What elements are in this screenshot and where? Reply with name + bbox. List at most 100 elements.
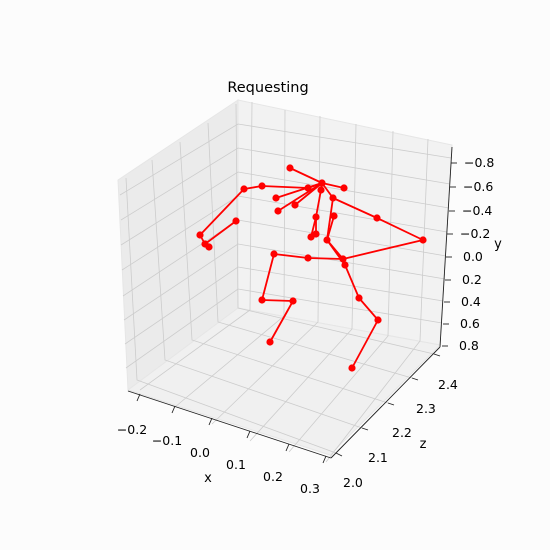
grid-line — [151, 159, 363, 429]
grid-line — [125, 288, 443, 369]
skeleton-bone — [332, 197, 378, 219]
pane-back — [237, 99, 453, 346]
skeleton-joint-point — [318, 179, 326, 187]
skeleton-bone — [307, 257, 344, 260]
skeleton-bone — [273, 253, 309, 259]
grid-line — [120, 147, 451, 221]
skeleton-bone — [261, 185, 309, 189]
y-tick-label: −0.6 — [463, 179, 493, 194]
y-tick-label: −0.4 — [462, 203, 492, 218]
x-tick-labels: −0.2 −0.1 0.0 0.1 0.2 0.3 — [117, 422, 320, 496]
y-axis-label: y — [494, 237, 502, 252]
skeleton-joint-point — [307, 233, 315, 241]
x-tick-label: −0.1 — [152, 433, 182, 448]
skeleton-joint-point — [196, 231, 204, 239]
tick-mark — [208, 417, 213, 426]
skeleton-joint-point — [270, 250, 278, 258]
y-tick-label: −0.2 — [460, 226, 490, 241]
skeleton-joint-point — [266, 338, 274, 346]
y-axis-line — [439, 146, 453, 348]
y-tick-labels: −0.8 −0.6 −0.4 −0.2 0.0 0.2 0.4 0.6 0.8 — [459, 155, 494, 353]
skeleton-bone — [342, 239, 424, 260]
skeleton-joint-point — [419, 236, 427, 244]
skeleton-bone — [277, 182, 323, 212]
x-tick-label: 0.1 — [226, 457, 246, 472]
skeleton-joints — [196, 164, 427, 372]
y-tick-label: 0.4 — [461, 294, 481, 309]
skeleton-bone — [269, 300, 294, 343]
skeleton-bone — [261, 299, 294, 302]
skeleton-joint-point — [272, 194, 280, 202]
skeleton-joint-point — [205, 243, 213, 251]
skeleton-bone — [326, 197, 334, 241]
skeleton-bone — [275, 182, 323, 199]
tick-mark — [171, 405, 176, 414]
grid-line — [120, 171, 450, 246]
z-tick-label: 2.3 — [416, 401, 436, 416]
x-tick-label: 0.3 — [300, 481, 320, 496]
grid-line — [325, 138, 429, 463]
skeleton-bone — [344, 264, 360, 299]
tick-mark — [246, 430, 251, 439]
skeleton-bone — [358, 297, 379, 321]
chart-title: Requesting — [227, 80, 308, 96]
skeleton-joint-point — [240, 185, 248, 193]
tick-mark — [433, 353, 441, 357]
skeleton-joint-point — [304, 184, 312, 192]
z-tick-labels: 2.0 2.1 2.2 2.3 2.4 — [343, 377, 458, 490]
grid-line — [124, 266, 444, 345]
skeleton-joint-point — [317, 186, 325, 194]
z-axis-label: z — [420, 437, 427, 452]
skeleton-joint-point — [340, 184, 348, 192]
skeleton-joint-point — [258, 296, 266, 304]
z-tick-label: 2.4 — [438, 377, 458, 392]
tick-mark — [361, 427, 369, 431]
skeleton-joint-point — [274, 207, 282, 215]
x-tick-label: −0.2 — [117, 422, 147, 437]
grid-line — [125, 177, 337, 454]
z-tick-label: 2.2 — [392, 425, 412, 440]
skeleton-bone — [326, 239, 344, 260]
skeleton-joint-point — [373, 214, 381, 222]
skeleton-joint-point — [289, 297, 297, 305]
z-axis-line — [330, 346, 441, 459]
y-tick-label: 0.0 — [463, 249, 483, 264]
skeleton-joint-point — [339, 255, 347, 263]
grid-line — [179, 141, 389, 404]
grid-line — [123, 243, 446, 321]
chart-grid — [119, 101, 452, 463]
y-tick-label: 0.8 — [459, 338, 479, 353]
tick-marks — [136, 162, 457, 464]
z-tick-label: 2.1 — [368, 450, 388, 465]
grid-line — [207, 122, 413, 379]
skeleton-bone — [376, 217, 424, 241]
tick-mark — [136, 393, 141, 402]
skeleton-joint-point — [330, 212, 338, 220]
y-tick-label: 0.2 — [462, 272, 482, 287]
y-tick-label: 0.6 — [460, 316, 480, 331]
tick-mark — [387, 402, 395, 406]
x-tick-label: 0.0 — [190, 445, 210, 460]
skeleton-joint-point — [232, 217, 240, 225]
skeleton-joint-point — [323, 236, 331, 244]
grid-line — [288, 130, 394, 453]
x-axis-line — [127, 390, 332, 459]
x-tick-label: 0.2 — [263, 469, 283, 484]
skeleton-bone — [289, 167, 323, 184]
skeleton-joint-point — [312, 213, 320, 221]
skeleton-joint-point — [291, 201, 299, 209]
skeleton-bone — [294, 182, 323, 206]
skeleton-joint-point — [258, 182, 266, 190]
skeleton-bone — [261, 253, 275, 301]
skeleton-bone — [199, 188, 245, 236]
z-tick-label: 2.0 — [343, 475, 363, 490]
tick-mark — [322, 455, 327, 464]
skeleton-bone — [315, 189, 322, 218]
grid-line — [249, 123, 357, 442]
skeleton-joint-point — [348, 364, 356, 372]
skeleton-joint-point — [329, 194, 337, 202]
skeleton-bone — [204, 220, 237, 245]
y-tick-label: −0.8 — [464, 155, 494, 170]
tick-mark — [411, 377, 419, 381]
